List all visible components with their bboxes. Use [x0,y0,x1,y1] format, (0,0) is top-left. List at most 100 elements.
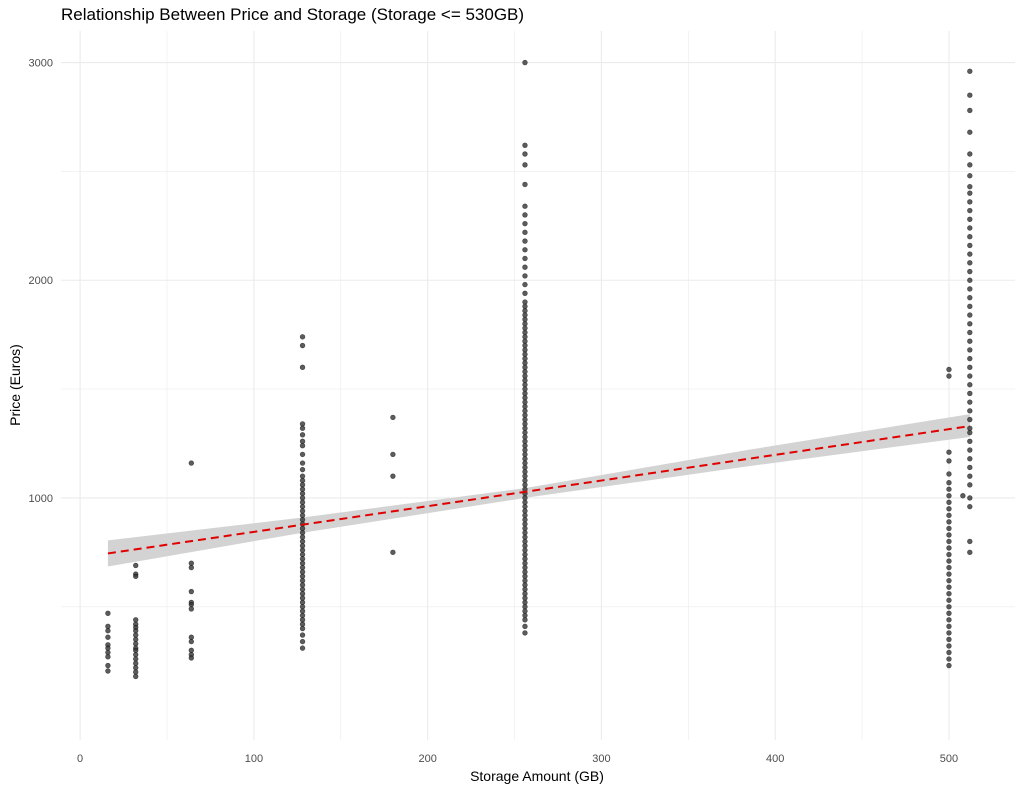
data-point [522,281,528,288]
data-point [967,312,973,318]
data-point [967,173,973,179]
data-point [967,321,973,327]
data-point [967,464,973,471]
data-point [967,549,973,556]
data-point [299,432,306,438]
data-point [946,506,952,512]
data-point [946,604,952,610]
data-point [522,617,528,623]
data-point [967,447,973,453]
data-point [967,129,973,135]
data-point [967,207,973,214]
data-point [105,662,111,669]
data-point [188,655,195,661]
data-point [522,220,528,227]
data-point [299,625,306,632]
data-point [967,268,973,275]
x-tick-label: 500 [940,753,958,765]
data-point [188,460,195,466]
data-point [946,630,952,636]
data-points [105,59,973,680]
data-point [946,493,952,499]
data-point [946,558,952,564]
data-point [522,229,528,236]
data-point [960,493,966,499]
data-point [967,303,973,310]
data-point [133,562,139,569]
data-point [967,373,973,379]
data-point [967,242,973,249]
data-point [946,449,952,455]
data-point [188,588,195,595]
data-point [967,151,973,157]
data-point [105,668,111,674]
data-point [522,59,528,66]
data-point [967,473,973,479]
data-point [967,286,973,292]
data-point [522,273,528,279]
data-point [967,199,973,205]
data-point [967,382,973,388]
data-point [522,212,528,218]
data-point [946,571,952,577]
data-point [946,551,952,558]
data-point [946,366,952,373]
data-point [967,225,973,231]
y-tick-label: 1000 [29,493,53,505]
data-point [522,623,528,630]
data-point [946,479,952,486]
data-point [967,438,973,445]
data-point [967,538,973,545]
data-point [522,264,528,270]
data-point [967,68,973,74]
data-point [299,342,306,349]
data-point [105,634,111,640]
data-point [390,451,396,458]
data-point [522,247,528,253]
data-point [299,638,306,645]
data-point [967,364,973,371]
data-point [946,471,952,477]
data-point [299,466,306,473]
data-point [946,577,952,584]
data-point [946,519,952,525]
data-point [133,673,139,680]
data-point [299,425,306,431]
data-point [299,632,306,638]
y-axis-ticks: 1000 2000 3000 [29,58,53,505]
data-point [299,334,306,340]
data-point [946,610,952,617]
data-point [967,408,973,414]
data-point [946,597,952,603]
data-point [299,364,306,371]
x-tick-label: 100 [245,753,263,765]
data-point [390,473,396,479]
data-point [967,107,973,114]
data-point [188,564,195,571]
data-point [967,399,973,405]
x-tick-label: 0 [77,753,83,765]
data-point [946,591,952,597]
data-point [133,573,139,580]
data-point [390,414,396,421]
data-point [946,564,952,571]
data-point [299,645,306,651]
x-axis-ticks: 0 100 200 300 400 500 [77,753,958,765]
data-point [299,442,306,449]
y-tick-label: 3000 [29,58,53,70]
data-point [967,260,973,266]
data-point [946,499,952,505]
data-point [946,649,952,656]
data-point [967,390,973,397]
data-point [522,203,528,209]
trend-line [107,425,970,555]
data-point [946,525,952,532]
x-axis-title: Storage Amount (GB) [470,768,604,784]
data-point [299,460,306,466]
x-tick-label: 200 [418,753,436,765]
data-point [522,162,528,168]
data-point [946,458,952,464]
data-point [188,638,195,645]
data-point [522,255,528,262]
data-point [946,623,952,630]
